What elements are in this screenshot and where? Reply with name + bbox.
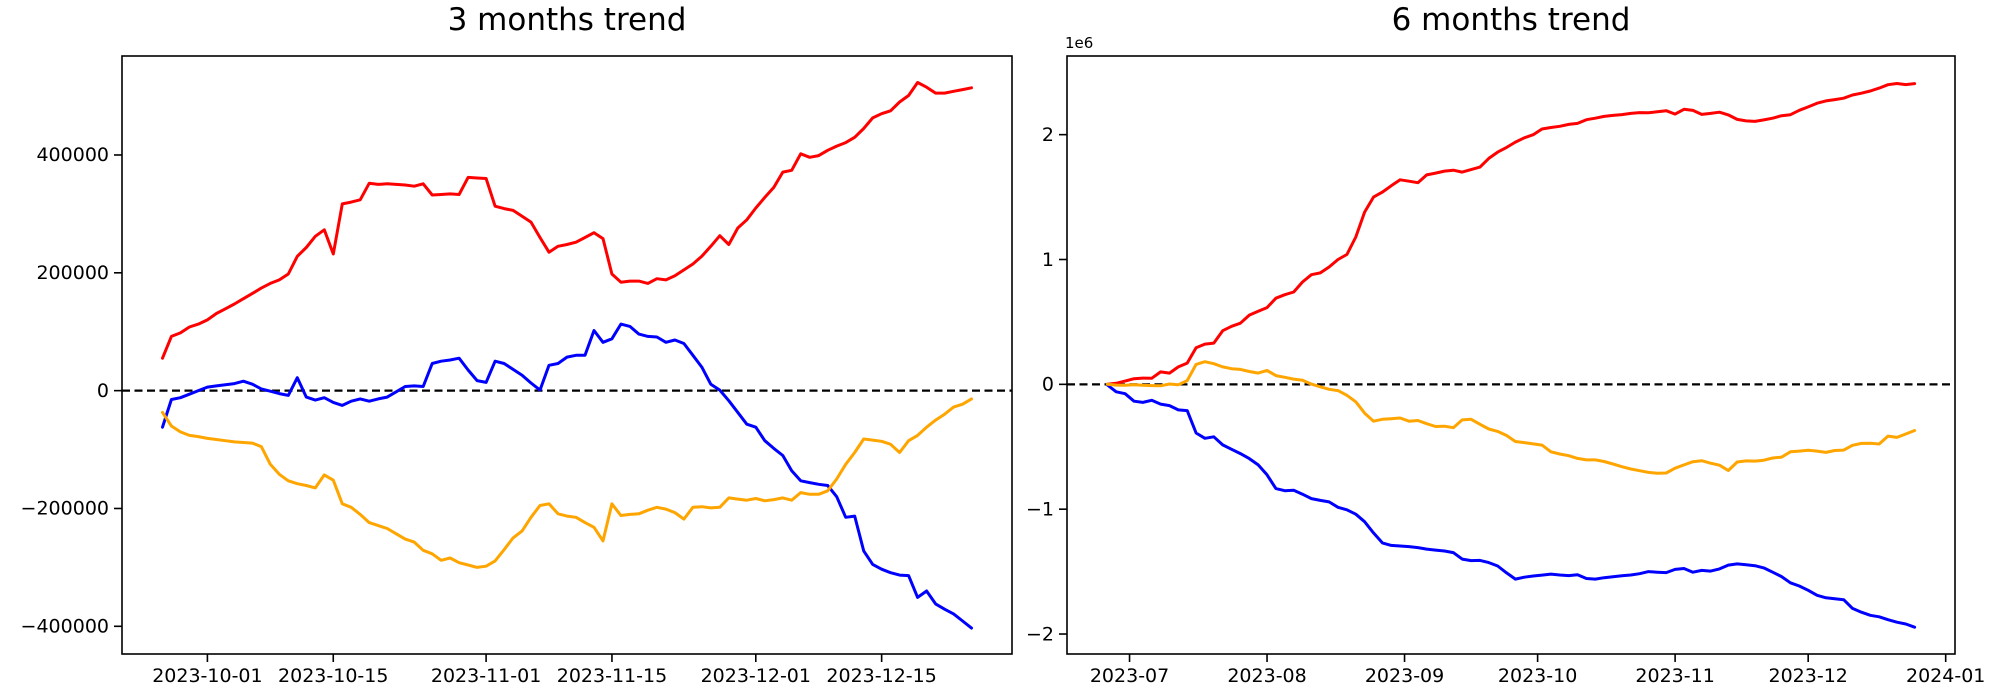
chart-0-ytick-label: 200000 (36, 262, 109, 284)
chart-0-xtick-label: 2023-11-15 (557, 665, 667, 687)
chart-1-xtick-label: 2023-07 (1090, 665, 1169, 687)
chart-1-series-orange-line (1105, 360, 1917, 475)
left-chart-title: 3 months trend (447, 2, 687, 38)
chart-0-xtick-label: 2023-12-01 (701, 665, 811, 687)
chart-1-ytick-label: 1 (1042, 249, 1054, 271)
chart-1-ytick-label: 2 (1042, 124, 1054, 146)
chart-0-xtick-label: 2023-11-01 (431, 665, 541, 687)
chart-0-axes-box (121, 55, 1013, 655)
chart-0-series-red-line (161, 81, 973, 360)
chart-1-plot: 2 1 0 −1 −2 2023-07 2023-08 2023-09 2023-10 2023-… (1026, 34, 1985, 687)
chart-0-ytick-label: −400000 (21, 616, 109, 638)
chart-1-series-blue-line (1105, 383, 1917, 629)
chart-1-ytick-label: 0 (1042, 374, 1054, 396)
chart-1-ytick-label: −1 (1026, 498, 1054, 520)
chart-1-xtick-label: 2023-08 (1227, 665, 1306, 687)
chart-0-xtick-label: 2023-10-15 (278, 665, 388, 687)
chart-0-xtick-label: 2023-12-15 (826, 665, 936, 687)
chart-1-xtick-label: 2023-11 (1635, 665, 1714, 687)
chart-1-xtick-label: 2023-10 (1498, 665, 1577, 687)
chart-0-ytick-label: −200000 (21, 498, 109, 520)
chart-0-ytick-label: 0 (97, 380, 109, 402)
chart-0-plot: 400000 200000 0 −200000 −400000 2023-10-01 202… (21, 55, 1013, 687)
chart-1-axes-box (1066, 55, 1956, 655)
chart-0-xtick-label: 2023-10-01 (152, 665, 262, 687)
chart-1-y-offset-label: 1e6 (1065, 34, 1093, 52)
chart-1-ytick-label: −2 (1026, 623, 1054, 645)
chart-0-ytick-label: 400000 (36, 144, 109, 166)
chart-1-xtick-label: 2023-09 (1365, 665, 1444, 687)
chart-1-series-red-line (1105, 82, 1917, 386)
chart-1-xtick-label: 2024-01 (1906, 665, 1985, 687)
chart-0-series-blue-line (161, 322, 973, 630)
right-chart-title: 6 months trend (1391, 2, 1631, 38)
chart-0-series-orange-line (161, 397, 973, 569)
chart-1-xtick-label: 2023-12 (1768, 665, 1847, 687)
